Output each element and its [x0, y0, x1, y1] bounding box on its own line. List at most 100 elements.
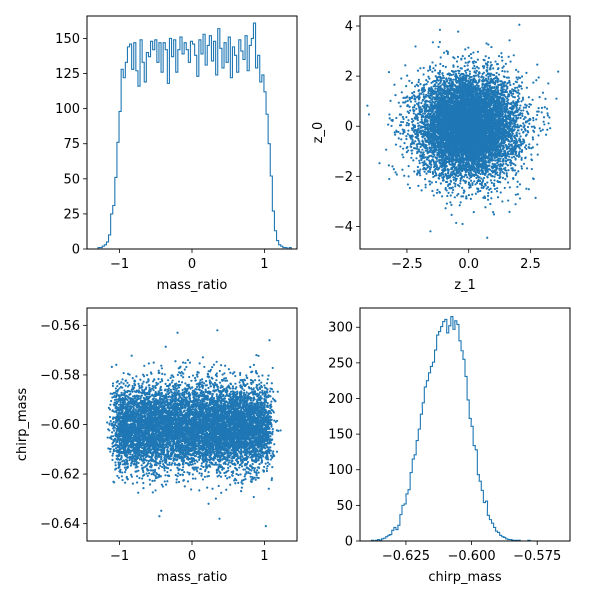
panel-1-scatter-point [557, 70, 560, 73]
panel-1-scatter-point [525, 144, 528, 147]
panel-1-scatter-point [517, 70, 520, 73]
panel-0-histogram-bin [121, 69, 123, 249]
panel-0-histogram-bin [174, 40, 176, 249]
panel-1-scatter-point [487, 75, 490, 78]
panel-0-histogram-bin [165, 50, 167, 249]
panel-0-histogram-bin [253, 23, 255, 249]
panel-0-histogram-bin [182, 54, 184, 249]
panel-0-x-tick-label: 1 [260, 257, 268, 272]
panel-0-histogram-bin [241, 51, 243, 249]
panel-0-histogram-bin [218, 29, 220, 249]
panel-1-scatter-point [388, 117, 391, 120]
panel-0-histogram-bin [169, 38, 171, 249]
panel-1-scatter-point [486, 60, 490, 64]
panel-1-scatter-point [487, 191, 490, 195]
panel-1-scatter-point [522, 117, 525, 121]
panel-1-scatter-point [416, 122, 419, 125]
panel-1-scatter-point [472, 168, 476, 171]
panel-1-scatter-point [484, 206, 487, 209]
panel-1-scatter-point [489, 61, 492, 64]
panel-1-scatter-point [490, 190, 493, 194]
panel-1-scatter-point [402, 156, 405, 159]
panel-1-scatter-point [399, 105, 402, 108]
panel-1-scatter-point [466, 176, 469, 179]
panel-0-histogram-bin [127, 47, 129, 249]
panel-1-scatter-point [464, 48, 467, 51]
panel-0-histogram-bin [214, 41, 216, 249]
panel-1-scatter-point [469, 53, 473, 56]
panel-1-scatter-point [532, 116, 535, 120]
panel-1-scatter-point [405, 116, 408, 119]
panel-1-scatter-point [512, 54, 515, 57]
panel-1-scatter-point [499, 191, 502, 194]
panel-1-scatter-point [536, 153, 539, 156]
panel-1-scatter-point [467, 193, 470, 197]
panel-0-histogram-bin [134, 43, 136, 249]
panel-1-scatter-point [520, 75, 524, 78]
panel-1-scatter-point [501, 69, 504, 73]
panel-0-histogram-bin [161, 72, 163, 249]
panel-0-histogram-bin [197, 76, 199, 249]
panel-1-scatter-point [463, 57, 466, 60]
panel-0-histogram-bin [270, 176, 272, 249]
panel-1-scatter-point [472, 74, 475, 78]
panel-0-histogram-bin [274, 231, 276, 249]
panel-1-scatter-point [410, 149, 413, 152]
panel-1-scatter-point [439, 182, 442, 185]
panel-1-scatter-point [520, 87, 523, 90]
panel-0-histogram-bin [159, 43, 161, 249]
panel-1-scatter-point [521, 98, 525, 101]
panel-1-scatter-point [503, 186, 506, 190]
panel-0-histogram-bin [186, 50, 188, 249]
panel-0-histogram-bin [216, 75, 218, 249]
panel-1-scatter-point [510, 167, 513, 170]
panel-1-scatter-point [508, 39, 511, 42]
panel-1-scatter-point [458, 74, 461, 77]
panel-1-scatter-point [424, 183, 427, 186]
panel-1-scatter-point [428, 180, 431, 183]
panel-0-histogram-bin [157, 62, 159, 249]
panel-1-scatter-point [531, 146, 535, 149]
panel-0-histogram-bin [203, 34, 205, 249]
panel-1-scatter-point [484, 82, 487, 86]
panel-1-scatter-point [513, 96, 516, 99]
panel-1-scatter-point [475, 74, 478, 77]
panel-1-scatter-point [499, 154, 502, 157]
panel-1-scatter-point [530, 153, 533, 156]
panel-0-histogram-bin [111, 214, 113, 249]
panel-1-scatter-point [417, 128, 420, 131]
panel-1-scatter-point [422, 93, 425, 96]
panel-0-histogram-bin [222, 68, 224, 249]
panel-1-scatter-point [478, 176, 481, 179]
panel-1-scatter-point [484, 182, 487, 186]
panel-1-scatter-point [429, 118, 432, 122]
panel-1-scatter-point [417, 184, 420, 187]
panel-1-scatter-point [428, 183, 432, 186]
panel-1-scatter-point [538, 96, 541, 99]
panel-1-scatter-point [520, 100, 523, 103]
panel-1-scatter-point [468, 186, 471, 189]
panel-1-scatter-point [482, 176, 486, 180]
panel-1-scatter-point [514, 164, 517, 167]
panel-0-histogram-bin [184, 43, 186, 249]
panel-0-histogram-bin [251, 38, 253, 249]
panel-0-histogram-bin [163, 43, 165, 249]
panel-0-y-tick-label: 0 [72, 243, 80, 258]
panel-1-scatter-point [516, 78, 519, 81]
panel-1-scatter-point [414, 136, 417, 139]
panel-1-scatter-point [512, 155, 516, 158]
panel-1-scatter-point [471, 193, 474, 196]
panel-1-scatter-point [501, 200, 504, 203]
panel-1-scatter-point [515, 68, 518, 71]
panel-1-scatter-point [422, 73, 425, 76]
panel-1-scatter-point [476, 50, 480, 53]
panel-1-scatter-point [455, 221, 458, 225]
panel-1-scatter-point [541, 128, 544, 131]
panel-1-scatter-point [394, 94, 397, 97]
panel-1-scatter-point [485, 74, 488, 77]
panel-1-scatter-point [539, 129, 542, 133]
panel-1-scatter-point [394, 143, 398, 146]
panel-0-histogram-bin [142, 62, 144, 249]
panel-1-scatter-point [444, 65, 447, 69]
